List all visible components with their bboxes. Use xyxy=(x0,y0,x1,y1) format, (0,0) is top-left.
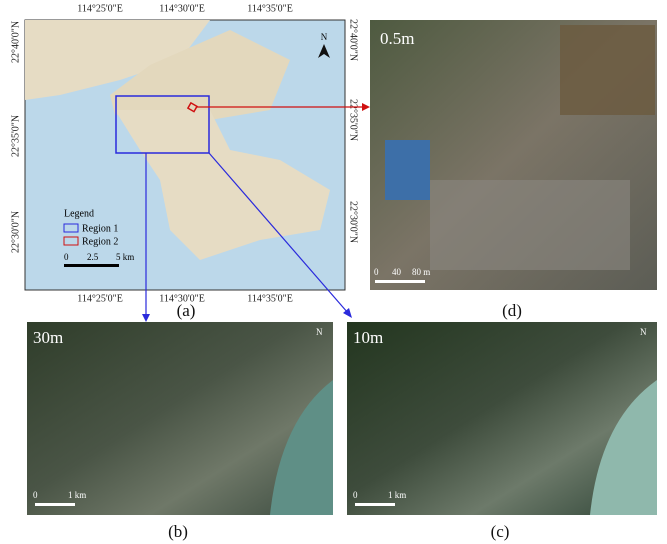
legend-title: Legend xyxy=(64,208,94,219)
scale-bar xyxy=(64,264,119,267)
scale-bar xyxy=(355,503,395,506)
tick-label: 114°25'0"E xyxy=(77,293,123,304)
region-2 xyxy=(186,101,198,113)
buildings xyxy=(430,180,630,270)
north-label: N xyxy=(321,32,328,42)
scale-bar xyxy=(35,503,75,506)
land xyxy=(25,20,210,100)
tick-label: 22°40'0"N xyxy=(348,19,359,61)
region-1 xyxy=(115,95,210,154)
sea xyxy=(270,380,333,515)
scale-label: 0 xyxy=(33,490,38,500)
image-d: 0.5m 0 40 80 m xyxy=(370,20,657,290)
scale-label: 40 xyxy=(392,267,402,277)
legend-swatch xyxy=(63,223,79,233)
north-arrow xyxy=(318,44,330,58)
sea xyxy=(590,380,657,515)
image-b: 30m N 0 1 km xyxy=(27,322,333,515)
scale-label: 2.5 xyxy=(87,252,99,262)
resolution-label: 30m xyxy=(33,328,63,347)
arrowhead xyxy=(343,308,352,318)
resolution-label: 0.5m xyxy=(380,29,414,48)
scale-label: 0 xyxy=(64,252,69,262)
tick-label: 114°30'0"E xyxy=(159,3,205,14)
connector xyxy=(208,152,349,314)
ticks-a: 114°25'0"E 114°30'0"E 114°35'0"E 114°25'… xyxy=(10,3,358,304)
scale-label: 5 km xyxy=(116,252,134,262)
north-label: N xyxy=(640,327,647,337)
map-a: Legend Region 1 Region 2 0 2.5 5 km N xyxy=(24,19,346,291)
arrowhead xyxy=(362,103,370,111)
roof xyxy=(385,140,430,200)
resolution-label: 10m xyxy=(353,328,383,347)
arrowhead xyxy=(142,314,150,322)
image-c: 10m N 0 1 km xyxy=(347,322,657,515)
north-label: N xyxy=(316,327,323,337)
legend-item: Region 2 xyxy=(82,236,118,247)
field xyxy=(560,25,655,115)
tick-label: 22°40'0"N xyxy=(10,21,21,63)
scale-label: 80 m xyxy=(412,267,430,277)
scale-bar xyxy=(375,280,425,283)
tick-label: 22°30'0"N xyxy=(10,211,21,253)
land xyxy=(115,110,330,260)
legend-item: Region 1 xyxy=(82,223,118,234)
tick-label: 22°35'0"N xyxy=(348,99,359,141)
land xyxy=(110,30,290,120)
legend-swatch xyxy=(63,236,79,246)
scale-label: 0 xyxy=(374,267,379,277)
panel-label: (b) xyxy=(168,522,188,541)
panel-label: (a) xyxy=(177,301,196,320)
tick-label: 22°30'0"N xyxy=(348,201,359,243)
scale-label: 1 km xyxy=(388,490,406,500)
tick-label: 114°35'0"E xyxy=(247,293,293,304)
scale-label: 0 xyxy=(353,490,358,500)
tick-label: 114°25'0"E xyxy=(77,3,123,14)
legend-box xyxy=(60,208,140,268)
panel-label: (d) xyxy=(502,301,522,320)
scale-label: 1 km xyxy=(68,490,86,500)
tick-label: 114°30'0"E xyxy=(159,293,205,304)
panel-label: (c) xyxy=(491,522,510,541)
tick-label: 22°35'0"N xyxy=(10,115,21,157)
tick-label: 114°35'0"E xyxy=(247,3,293,14)
